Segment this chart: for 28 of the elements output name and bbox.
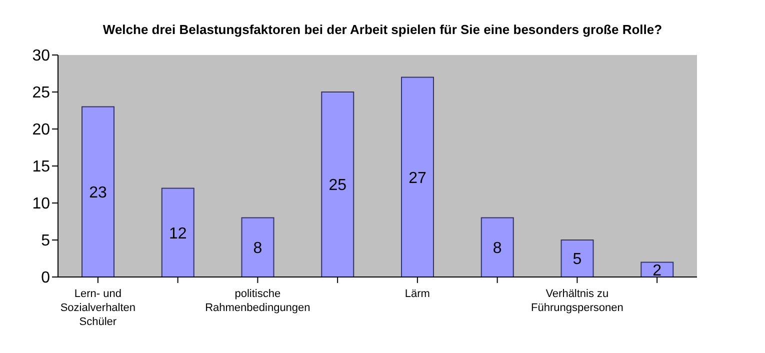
x-tick-label: Lärm bbox=[404, 288, 430, 300]
bar bbox=[640, 262, 674, 277]
data-label: 8 bbox=[492, 240, 502, 258]
y-tick-label: 0 bbox=[41, 270, 50, 287]
bar bbox=[560, 240, 594, 277]
bar bbox=[82, 106, 114, 277]
bar bbox=[161, 188, 194, 277]
y-tick-label: 20 bbox=[32, 122, 50, 139]
data-label: 25 bbox=[328, 177, 347, 194]
bar bbox=[241, 217, 274, 277]
y-tick-label: 5 bbox=[41, 232, 50, 250]
y-tick-label: 10 bbox=[32, 196, 50, 213]
data-label: 23 bbox=[89, 184, 107, 202]
data-label: 2 bbox=[652, 262, 662, 280]
chart-title: Welche drei Belastungsfaktoren bei der Arbeit spielen für Sie eine besonders große Rolle? bbox=[102, 21, 664, 39]
x-tick-label: Lern- und Sozialverhalten Schüler bbox=[60, 288, 136, 328]
data-label: 5 bbox=[572, 251, 582, 268]
data-label: 27 bbox=[408, 170, 426, 187]
x-tick-label: politische Rahmenbedingungen bbox=[205, 288, 310, 314]
y-tick-label: 25 bbox=[32, 84, 50, 102]
y-tick-label: 15 bbox=[32, 158, 50, 176]
bar bbox=[321, 92, 354, 277]
bar bbox=[401, 76, 434, 277]
x-tick-label: Verhältnis zu Führungspersonen bbox=[531, 288, 624, 314]
bar bbox=[480, 217, 514, 277]
y-tick-label: 30 bbox=[32, 48, 50, 65]
data-label: 12 bbox=[168, 225, 187, 242]
data-label: 8 bbox=[253, 240, 262, 258]
